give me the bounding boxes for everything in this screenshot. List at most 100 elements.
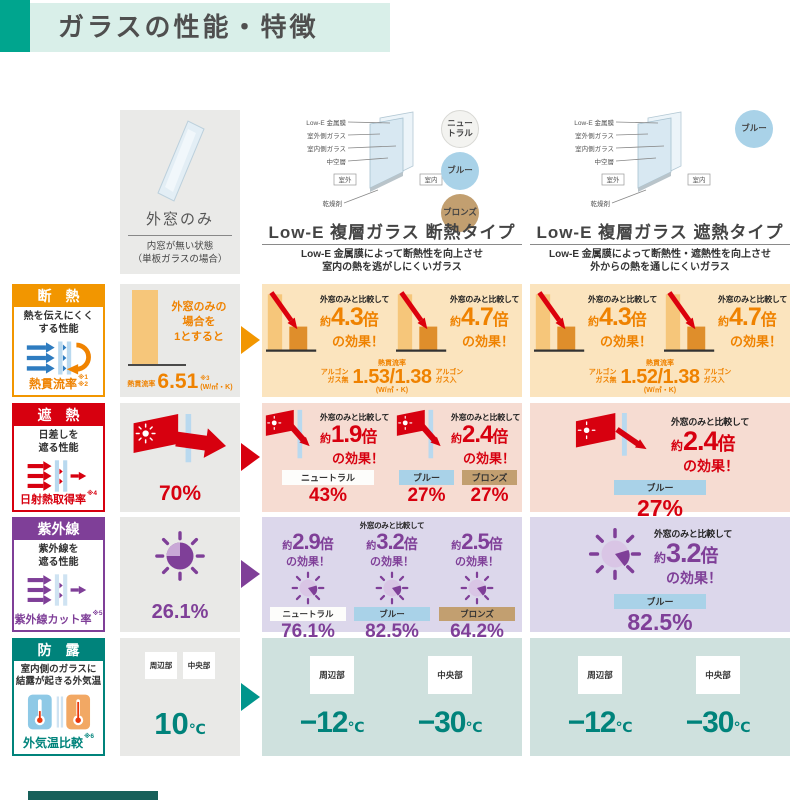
column-header-heatshield: Low-E 金属膜 室外側ガラス 室内側ガラス 中空層 室外 室内 乾燥剤 ブル… <box>530 108 790 274</box>
temp-value: −12 <box>567 706 617 739</box>
factor-value: 約2.4倍 <box>671 428 749 455</box>
unit-label: (W/㎡・K) <box>375 387 409 395</box>
u-value: 1.53/1.38 <box>352 366 432 389</box>
chip-label: ブルー <box>447 165 473 176</box>
factor-value: 約3.2倍 <box>654 540 732 567</box>
row-label-condensation: 防 露 室内側のガラスに 結露が起きる外気温 外気温比較 ※6 <box>12 638 105 756</box>
chip-label: ブロンズ <box>443 207 477 218</box>
effect-label: の効果！ <box>665 570 722 586</box>
label-line: アルゴン <box>703 368 732 376</box>
comparison-text: 外窓のみと比較して 約4.3倍 の効果！ <box>588 288 657 358</box>
temp-group: 中央部 −30℃ <box>402 656 498 738</box>
metric-label: 熱貫流率 <box>377 359 406 367</box>
color-chip-blue: ブルー <box>735 110 773 148</box>
caption-line: （単板ガラスの場合） <box>132 253 228 265</box>
label-line: アルゴン <box>435 368 464 376</box>
diagram-label-desiccant: 乾燥剤 <box>323 199 343 208</box>
metric-label: 紫外線カット率 <box>14 614 92 626</box>
temp-group: 周辺部 −12℃ <box>284 656 380 738</box>
approx-label: 約 <box>320 433 331 445</box>
cell-heatshield-lowE-insulation-type: 外窓のみと比較して 約1.9倍 の効果！ ニュートラル 43% <box>262 403 522 512</box>
times-label: 倍 <box>403 536 418 552</box>
compare-label: 外窓のみと比較して <box>588 295 658 304</box>
bar-drop-arrow-icon <box>664 291 715 352</box>
label-edge-area: 周辺部 <box>310 656 354 694</box>
footnote-mark: ※2 <box>78 380 88 388</box>
cell-insulation-lowE-heatshield-type: 外窓のみと比較して 約4.3倍 の効果！ 外窓のみと比較して 約4.7倍 の効果… <box>530 284 790 397</box>
chip-label: トラル <box>447 128 473 138</box>
comparison-graphic-group: 外窓のみと比較して 約4.3倍 の効果！ <box>266 288 389 358</box>
comparison-graphic-group: 外窓のみと比較して 約4.3倍 の効果！ <box>534 288 657 358</box>
chip-label: ブルー <box>741 123 767 134</box>
caption-line: Low-E 金属膜によって断熱性を向上させ <box>301 249 483 260</box>
cell-heatshield-base: 70% <box>120 403 240 512</box>
diagram-label-outdoor: 室外 <box>339 175 353 184</box>
u-values: 熱貫流率 1.53/1.38 (W/㎡・K) <box>353 360 432 395</box>
cell-insulation-base: 外窓のみの 場合を 1とすると 熱貫流率 6.51 ※3 (W/㎡・K) <box>120 284 240 397</box>
metric-label: 日射熱取得率 <box>20 494 87 506</box>
tint-result: ブルー 27% <box>530 480 790 521</box>
factor-number: 4.7 <box>461 303 494 331</box>
approx-label: 約 <box>366 541 377 552</box>
factor-number: 2.5 <box>461 529 490 554</box>
approx-label: 約 <box>320 316 331 328</box>
compare-label: 外窓のみと比較して <box>451 413 521 422</box>
sun-block-icon <box>265 409 310 459</box>
color-chip-neutral: ニュー トラル <box>441 110 479 148</box>
sun-pie-icon <box>588 527 642 581</box>
label-line: ガス入 <box>703 377 725 385</box>
insulation-heat-flow-icon <box>14 338 103 378</box>
diagram-label-outdoor: 室外 <box>607 175 621 184</box>
column-title-heatshield: Low-E 複層ガラス 遮熱タイプ <box>536 223 784 242</box>
column-title-insulation: Low-E 複層ガラス 断熱タイプ <box>268 223 516 242</box>
tint-result: ブルー 27% <box>399 470 454 507</box>
arrow-right-icon <box>241 560 260 588</box>
condensation-temp: −12℃ <box>300 708 365 738</box>
row-metric: 日射熱取得率 ※4 <box>14 490 103 507</box>
comparison-text: 外窓のみと比較して 約4.3倍 の効果！ <box>320 288 389 358</box>
tint-value: 76.1% <box>281 621 335 642</box>
factor-value: 約4.3倍 <box>320 305 389 330</box>
u-value: 1.52/1.38 <box>620 366 700 389</box>
next-section-edge <box>28 791 158 800</box>
temp-unit: ℃ <box>347 719 365 735</box>
approx-label: 約 <box>282 541 293 552</box>
divider <box>128 235 232 236</box>
thermometer-icons <box>14 691 103 733</box>
arrow-right-icon <box>241 443 260 471</box>
column-header-base: 外窓のみ 内窓が無い状態 （単板ガラスの場合） <box>120 110 240 274</box>
comparison-graphic-group: 外窓のみと比較して 約4.7倍 の効果！ <box>664 288 787 358</box>
label-edge-area: 周辺部 <box>145 652 177 679</box>
uv-block-icon <box>14 571 103 609</box>
sun-pie-icon <box>155 531 205 581</box>
argon-gas-with-label: アルゴン ガス入 <box>703 369 731 386</box>
label-line: ガス無 <box>595 377 617 385</box>
single-glass-pane-icon <box>157 120 205 202</box>
condensation-temp: −12℃ <box>568 708 633 738</box>
color-chip-blue: ブルー <box>441 152 479 190</box>
label-edge-area: 周辺部 <box>578 656 622 694</box>
row-desc: 紫外線を 遮る性能 <box>14 543 103 569</box>
label-line: アルゴン <box>588 368 617 376</box>
approx-label: 約 <box>451 433 462 445</box>
row-label-heatshield: 遮 熱 日差しを 遮る性能 日射熱取得率 ※4 <box>12 403 105 512</box>
footnote-mark: ※1 <box>78 374 88 381</box>
row-metric: 熱貫流率 ※1 ※2 <box>14 374 103 392</box>
row-desc: 室内側のガラスに 結露が起きる外気温 <box>14 664 103 689</box>
caption-line: 外からの熱を通しにくいガラス <box>590 262 730 273</box>
cell-condensation-lowE-insulation-type: 周辺部 −12℃ 中央部 −30℃ <box>262 638 522 756</box>
row-label-uv: 紫外線 紫外線を 遮る性能 紫外線カット率 ※5 <box>12 517 105 632</box>
color-chip-bronze: ブロンズ <box>441 194 479 232</box>
label-center-area: 中央部 <box>428 656 472 694</box>
cell-uv-base: 26.1% <box>120 517 240 632</box>
factor-value: 約3.2倍 <box>366 531 418 553</box>
diagram-label-outer-glass: 室外側ガラス <box>575 131 614 140</box>
note-line: 1とすると <box>174 330 224 343</box>
tint-chip-blue: ブルー <box>614 594 706 609</box>
temp-unit: ℃ <box>465 719 483 735</box>
u-values: 熱貫流率 1.52/1.38 (W/㎡・K) <box>621 360 700 395</box>
temp-value: −12 <box>299 706 349 739</box>
cell-insulation-lowE-insulation-type: 外窓のみと比較して 約4.3倍 の効果！ 外窓のみと比較して 約4.7倍 の効果… <box>262 284 522 397</box>
desc-line: 室内側のガラスに <box>20 664 97 675</box>
